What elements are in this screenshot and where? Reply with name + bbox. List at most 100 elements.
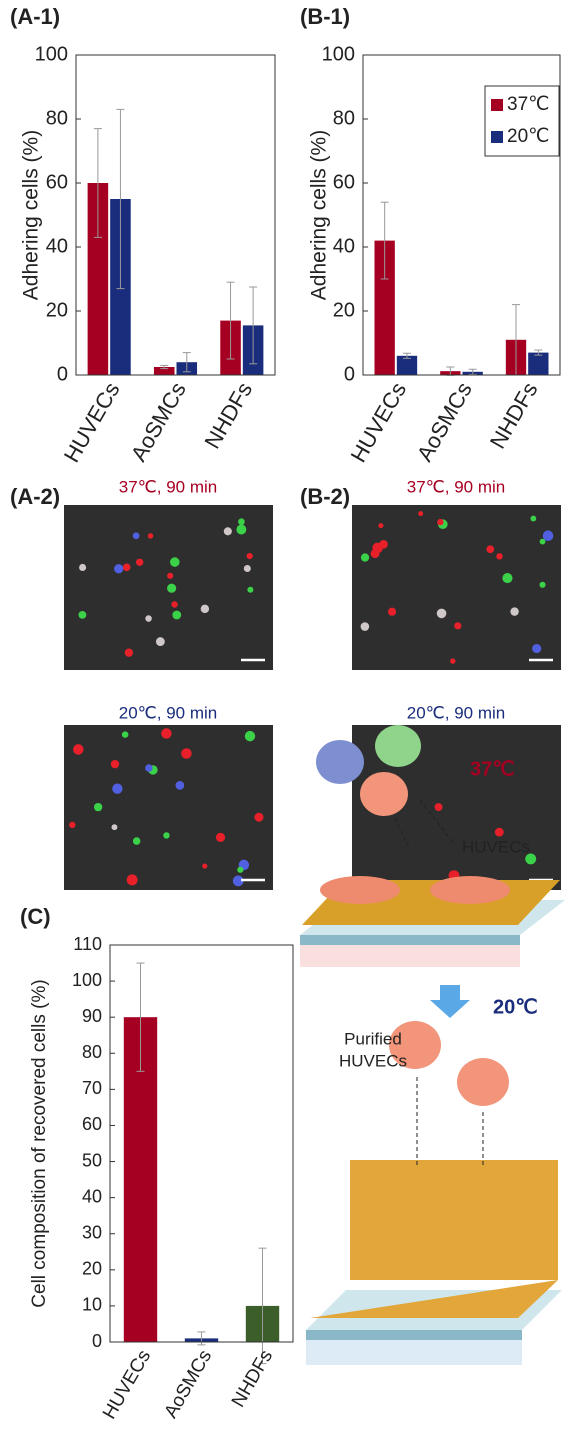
cell-label: HUVECs: [462, 837, 530, 856]
bar: [87, 183, 109, 375]
x-tick-label: AoSMCs: [126, 378, 191, 466]
cell-dot: [167, 572, 174, 579]
cell-dot: [494, 827, 504, 837]
y-tick-label: 40: [333, 235, 355, 257]
cell-dot: [175, 780, 185, 790]
cell-dot: [223, 527, 232, 536]
cell-dot: [155, 637, 165, 646]
cell-dot: [539, 538, 546, 545]
error-bar: [197, 1331, 206, 1346]
arrow: [394, 817, 411, 851]
cell-dot: [530, 515, 537, 522]
y-axis-label: Cell composition of recovered cells (%): [29, 979, 50, 1307]
panel-label: (C): [20, 904, 51, 929]
legend-label: 20℃: [507, 126, 549, 147]
cell-dot: [124, 648, 134, 657]
purified-label: HUVECs: [339, 1051, 407, 1070]
y-tick-label: 110: [73, 934, 102, 954]
cell-dot: [172, 610, 182, 620]
cell-dot: [132, 837, 141, 845]
x-tick-label: NHDFs: [228, 1347, 277, 1411]
substrate-edge: [300, 935, 520, 945]
cell-dot: [161, 728, 172, 739]
error-bar: [380, 201, 389, 280]
y-tick-label: 50: [82, 1150, 102, 1170]
cell-dot: [247, 586, 254, 593]
cell-dot: [114, 564, 124, 574]
cell-dot: [437, 518, 444, 526]
cell-dot: [496, 553, 503, 560]
cell-dot: [145, 764, 153, 772]
cell: [430, 876, 510, 904]
cell: [320, 876, 400, 904]
cell-dot: [360, 622, 370, 631]
y-tick-label: 10: [82, 1295, 102, 1315]
cell-dot: [122, 563, 131, 572]
cell-dot: [181, 748, 192, 759]
legend-swatch: [491, 99, 503, 111]
y-tick-label: 60: [333, 171, 355, 193]
cell-dot: [170, 557, 180, 567]
cell: [389, 1021, 441, 1069]
cell-dot: [79, 563, 87, 571]
cell: [457, 1058, 509, 1106]
cell-dot: [525, 853, 537, 865]
y-tick-label: 100: [35, 43, 68, 65]
cell: [360, 772, 408, 816]
plot-frame: [75, 54, 276, 376]
y-tick-label: 70: [82, 1078, 102, 1098]
y-tick-label: 20: [82, 1259, 102, 1279]
legend-box: [484, 85, 560, 157]
polymer-brush: [310, 1160, 558, 1318]
error-bar: [116, 108, 125, 290]
y-tick-label: 80: [46, 107, 68, 129]
cell-dot: [360, 553, 370, 562]
error-bar: [160, 364, 169, 370]
cell-dot: [171, 601, 178, 608]
y-tick-label: 60: [46, 171, 68, 193]
plot-frame: [109, 944, 294, 1343]
cell-dot: [254, 812, 264, 822]
bar: [374, 240, 395, 375]
temperature-label: 37℃: [470, 758, 515, 780]
cell-dot: [486, 545, 495, 554]
y-axis-label: Adhering cells (%): [308, 130, 331, 300]
x-tick-label: HUVECs: [59, 378, 125, 467]
cell-dot: [167, 583, 177, 593]
cool-glow: [306, 1340, 522, 1365]
cell-dot: [450, 658, 456, 664]
cell-dot: [243, 564, 251, 572]
panel-label: (A-2): [10, 484, 60, 509]
y-tick-label: 0: [92, 1331, 102, 1351]
purified-label: Purified: [344, 1029, 402, 1048]
y-tick-label: 80: [333, 107, 355, 129]
panel-label: (B-2): [300, 484, 350, 509]
caption: 37℃, 90 min: [407, 477, 505, 496]
error-bar: [468, 368, 477, 375]
error-bar: [136, 962, 145, 1072]
caption: 20℃, 90 min: [407, 703, 505, 722]
y-axis-label: Adhering cells (%): [20, 130, 43, 300]
cell-dot: [163, 832, 170, 839]
micrograph-group: [64, 505, 561, 890]
y-tick-label: 100: [322, 43, 355, 65]
y-tick-label: 0: [344, 363, 355, 385]
panel-label: (B-1): [300, 4, 350, 29]
y-tick-label: 40: [46, 235, 68, 257]
cell-dot: [145, 615, 152, 622]
cell-dot: [539, 581, 546, 588]
cell-dot: [147, 533, 154, 539]
y-tick-label: 80: [82, 1042, 102, 1062]
cell-dot: [378, 523, 384, 529]
x-tick-label: HUVECs: [346, 378, 412, 467]
cell: [316, 740, 364, 784]
cell-dot: [387, 607, 397, 616]
plot-frame: [362, 54, 561, 376]
y-tick-label: 20: [46, 299, 68, 321]
legend-label: 37℃: [507, 94, 549, 115]
cell-dot: [200, 604, 210, 614]
micrograph: [352, 505, 561, 670]
cell-dot: [69, 821, 76, 829]
y-tick-label: 60: [82, 1114, 102, 1134]
cell-dot: [111, 824, 118, 831]
